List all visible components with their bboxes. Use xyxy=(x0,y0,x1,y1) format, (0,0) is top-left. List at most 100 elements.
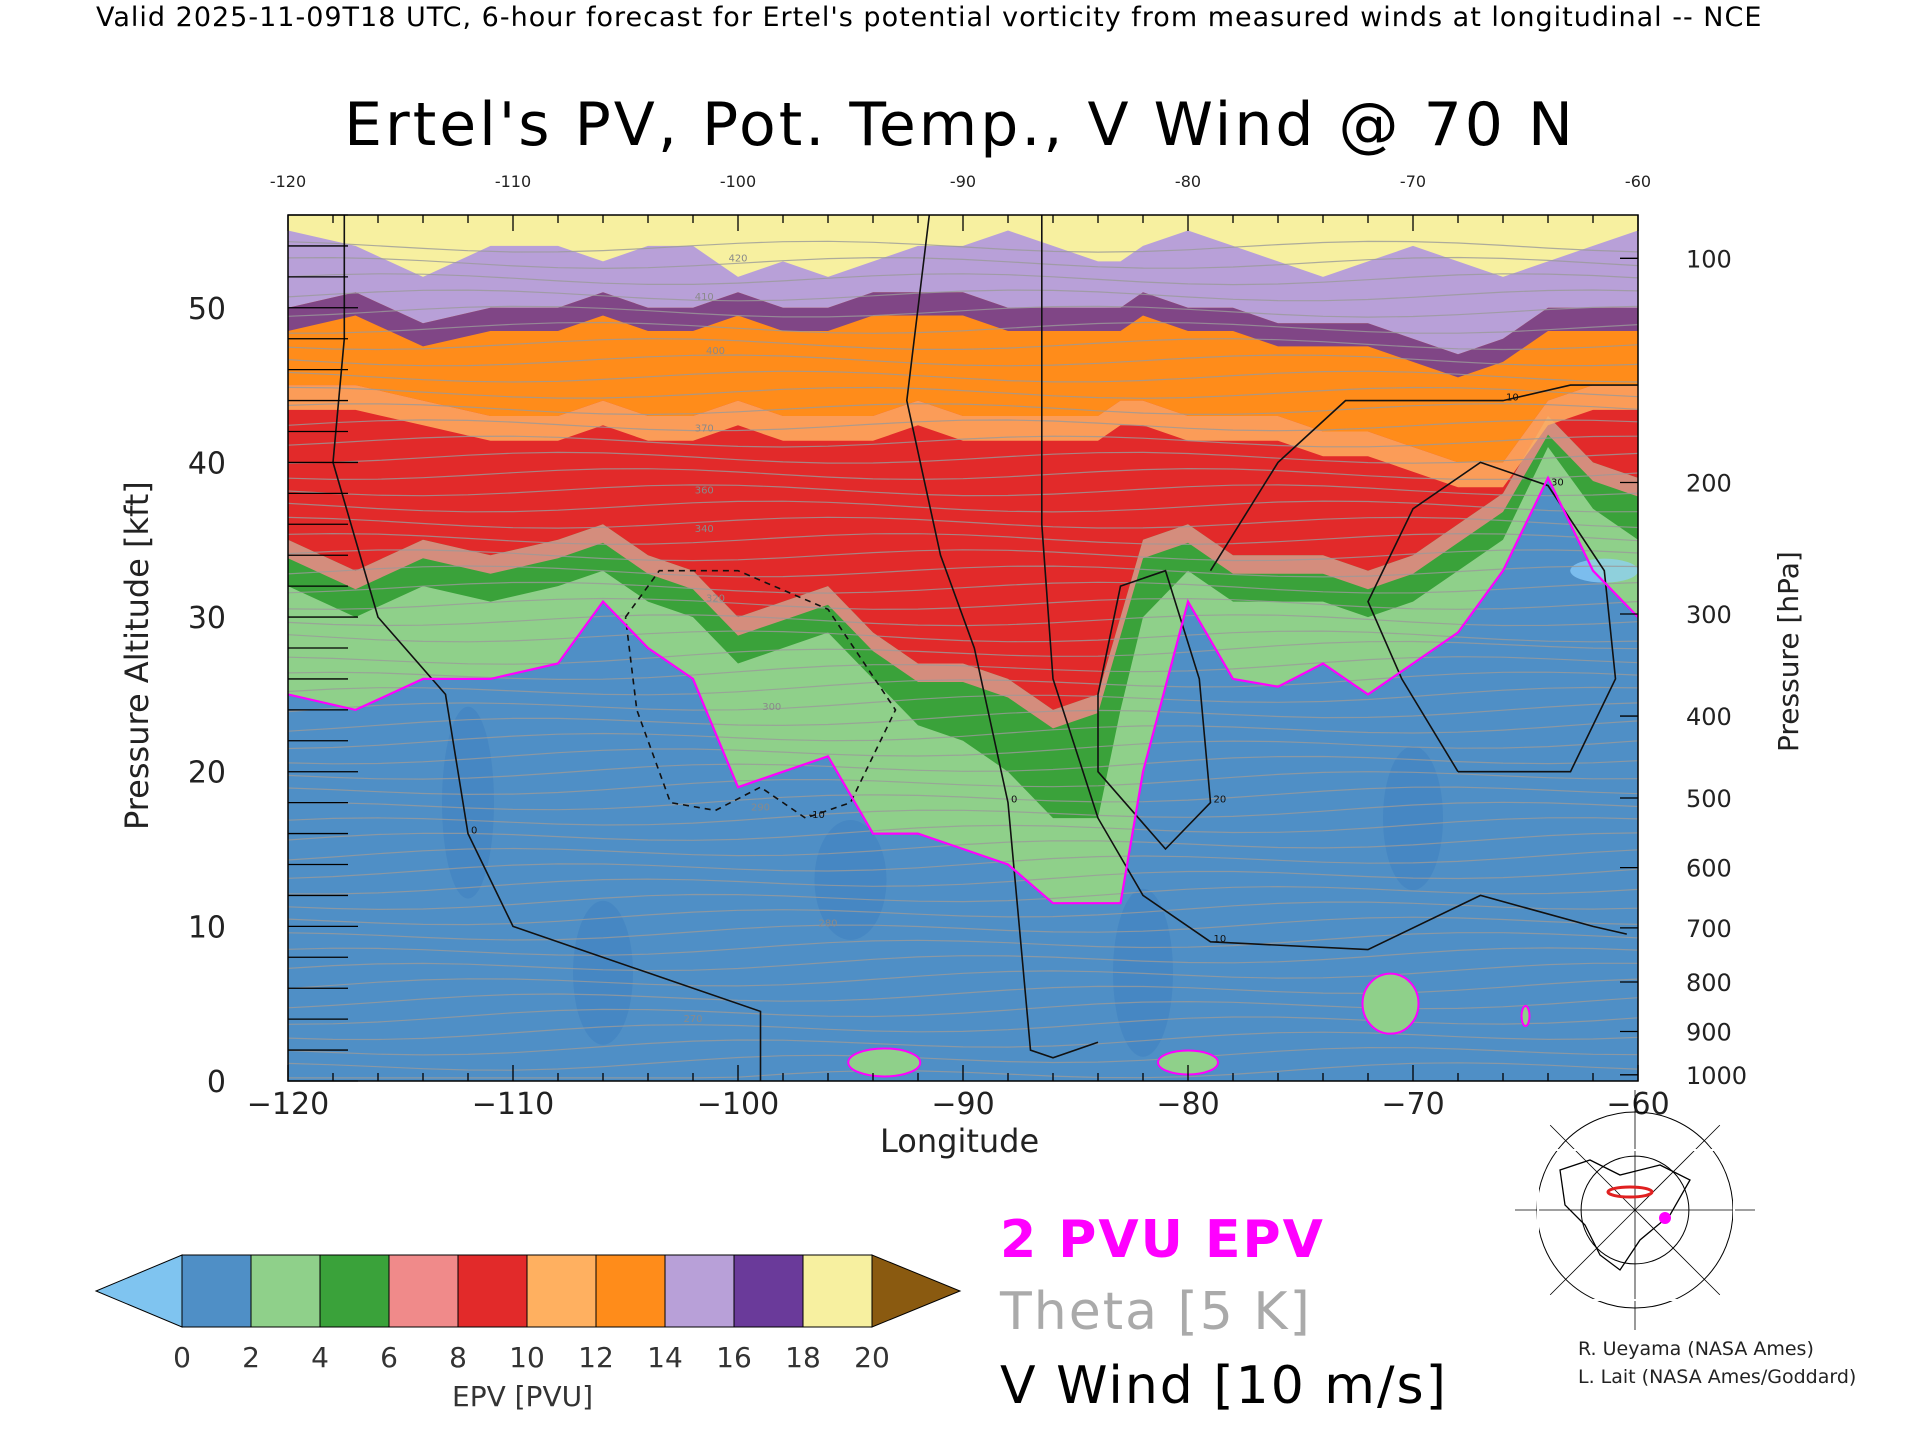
y-tick-label: 30 xyxy=(188,601,226,636)
pressure-tick-label: 200 xyxy=(1686,470,1732,498)
theta-contour xyxy=(288,901,1638,926)
colorbar-segment xyxy=(733,1254,804,1328)
pressure-tick-label: 300 xyxy=(1686,601,1732,629)
chart-title: Ertel's PV, Pot. Temp., V Wind @ 70 N xyxy=(344,90,1576,160)
theta-contour xyxy=(288,640,1638,665)
x-tick-label: −60 xyxy=(1606,1087,1669,1122)
v-wind-contour-label: -10 xyxy=(809,810,825,821)
colorbar-under xyxy=(94,1254,183,1328)
pvu2-pocket xyxy=(1520,1005,1531,1028)
theta-contour xyxy=(288,740,1638,765)
x-tick-label: −100 xyxy=(697,1087,779,1122)
x-axis-label: Longitude xyxy=(880,1122,1040,1160)
theta-contour xyxy=(288,435,1638,448)
pressure-tick-label: 700 xyxy=(1686,915,1732,943)
colorbar-tick-label: 16 xyxy=(716,1341,752,1374)
pressure-tick-label: 800 xyxy=(1686,969,1732,997)
top-tick-label: -120 xyxy=(270,172,306,191)
theta-contour xyxy=(288,755,1638,780)
colorbar-label: EPV [PVU] xyxy=(452,1380,594,1413)
colorbar-segment xyxy=(250,1254,321,1328)
colorbar-segment xyxy=(181,1254,252,1328)
colorbar-tick-label: 12 xyxy=(578,1341,614,1374)
pressure-axis-label: Pressure [hPa] xyxy=(1772,551,1805,752)
legend-epv: 2 PVU EPV xyxy=(1000,1210,1325,1270)
colorbar-segment xyxy=(595,1254,666,1328)
theta-contour xyxy=(288,484,1638,497)
theta-contour xyxy=(288,614,1638,627)
theta-contour xyxy=(288,273,1638,286)
v-wind-contour xyxy=(1097,569,1212,851)
theta-contour xyxy=(288,305,1638,318)
epv-low-pocket xyxy=(573,900,633,1045)
v-wind-contour xyxy=(1041,215,1627,951)
inset-meridian xyxy=(1634,1209,1721,1296)
colorbar: 0 2 4 6 8 10 12 14 16 18 20 xyxy=(94,1254,962,1374)
legend-v-wind: V Wind [10 m/s] xyxy=(1000,1356,1448,1416)
theta-contour xyxy=(288,451,1638,464)
theta-contour xyxy=(288,338,1638,351)
inset-coastline xyxy=(1559,1159,1691,1271)
colorbar-segment xyxy=(457,1254,528,1328)
colorbar-tick-label: 6 xyxy=(380,1341,398,1374)
theta-contour xyxy=(288,581,1638,594)
x-tick-label: −80 xyxy=(1156,1087,1219,1122)
epv-low-pocket xyxy=(1383,746,1443,891)
v-wind-contour-label: 30 xyxy=(1551,478,1564,489)
v-wind-contour xyxy=(332,215,762,1081)
theta-contour-label: 270 xyxy=(683,1014,702,1025)
theta-contour xyxy=(288,500,1638,513)
theta-contour xyxy=(288,630,1638,643)
pvu2-pocket xyxy=(1361,972,1420,1035)
epv-low-pocket xyxy=(814,819,887,940)
theta-contour xyxy=(288,656,1638,681)
theta-contour-label: 280 xyxy=(818,918,837,929)
x-tick-label: −110 xyxy=(472,1087,554,1122)
theta-contour xyxy=(288,289,1638,302)
theta-contour-label: 340 xyxy=(695,524,714,535)
epv-band-shade xyxy=(288,385,1638,488)
theta-contour xyxy=(288,386,1638,399)
x-tick-label: −120 xyxy=(247,1087,329,1122)
theta-contour xyxy=(288,549,1638,562)
colorbar-tick-label: 0 xyxy=(173,1341,191,1374)
theta-contour xyxy=(288,256,1638,270)
y-tick-label: 20 xyxy=(188,756,226,791)
colorbar-segment xyxy=(664,1254,735,1328)
v-wind-contour-label: 10 xyxy=(1214,934,1227,945)
theta-contour xyxy=(288,885,1638,911)
top-tick-label: -60 xyxy=(1625,172,1651,191)
theta-contour xyxy=(288,467,1638,481)
theta-contour xyxy=(288,817,1638,841)
colorbar-segment xyxy=(319,1254,390,1328)
top-tick-label: -80 xyxy=(1175,172,1201,191)
theta-contour xyxy=(288,370,1638,383)
theta-contour xyxy=(288,832,1638,861)
theta-contour xyxy=(288,516,1638,529)
v-wind-contour-label: 10 xyxy=(1506,393,1519,404)
pressure-tick-label: 900 xyxy=(1686,1019,1732,1047)
v-wind-contour xyxy=(1209,384,1638,572)
theta-contour xyxy=(288,419,1638,432)
x-tick-label: −90 xyxy=(931,1087,994,1122)
y-tick-label: 10 xyxy=(188,910,226,945)
pressure-tick-label: 500 xyxy=(1686,785,1732,813)
x-tick-label: −70 xyxy=(1381,1087,1444,1122)
theta-contour-label: 370 xyxy=(695,424,714,435)
inset-map xyxy=(1515,1090,1755,1330)
pvu2-line xyxy=(288,475,1638,905)
legend-theta: Theta [5 K] xyxy=(1000,1282,1312,1342)
theta-contour-label: 290 xyxy=(751,802,770,813)
pressure-tick-label: 400 xyxy=(1686,703,1732,731)
theta-contour xyxy=(288,720,1638,750)
credit-line: R. Ueyama (NASA Ames) xyxy=(1578,1338,1814,1360)
inset-marker xyxy=(1659,1212,1671,1224)
y-tick-label: 0 xyxy=(207,1065,226,1100)
axes: −120-120−110-110−100-100−90-90−80-80−70-… xyxy=(188,172,1747,1122)
theta-contour xyxy=(288,916,1638,941)
theta-contour xyxy=(288,597,1638,610)
v-wind-contour-label: 0 xyxy=(1011,795,1017,806)
v-wind-contours: 0 0 10 10 30 20 -10 xyxy=(332,215,1638,1081)
inset-meridian xyxy=(1549,1209,1636,1296)
